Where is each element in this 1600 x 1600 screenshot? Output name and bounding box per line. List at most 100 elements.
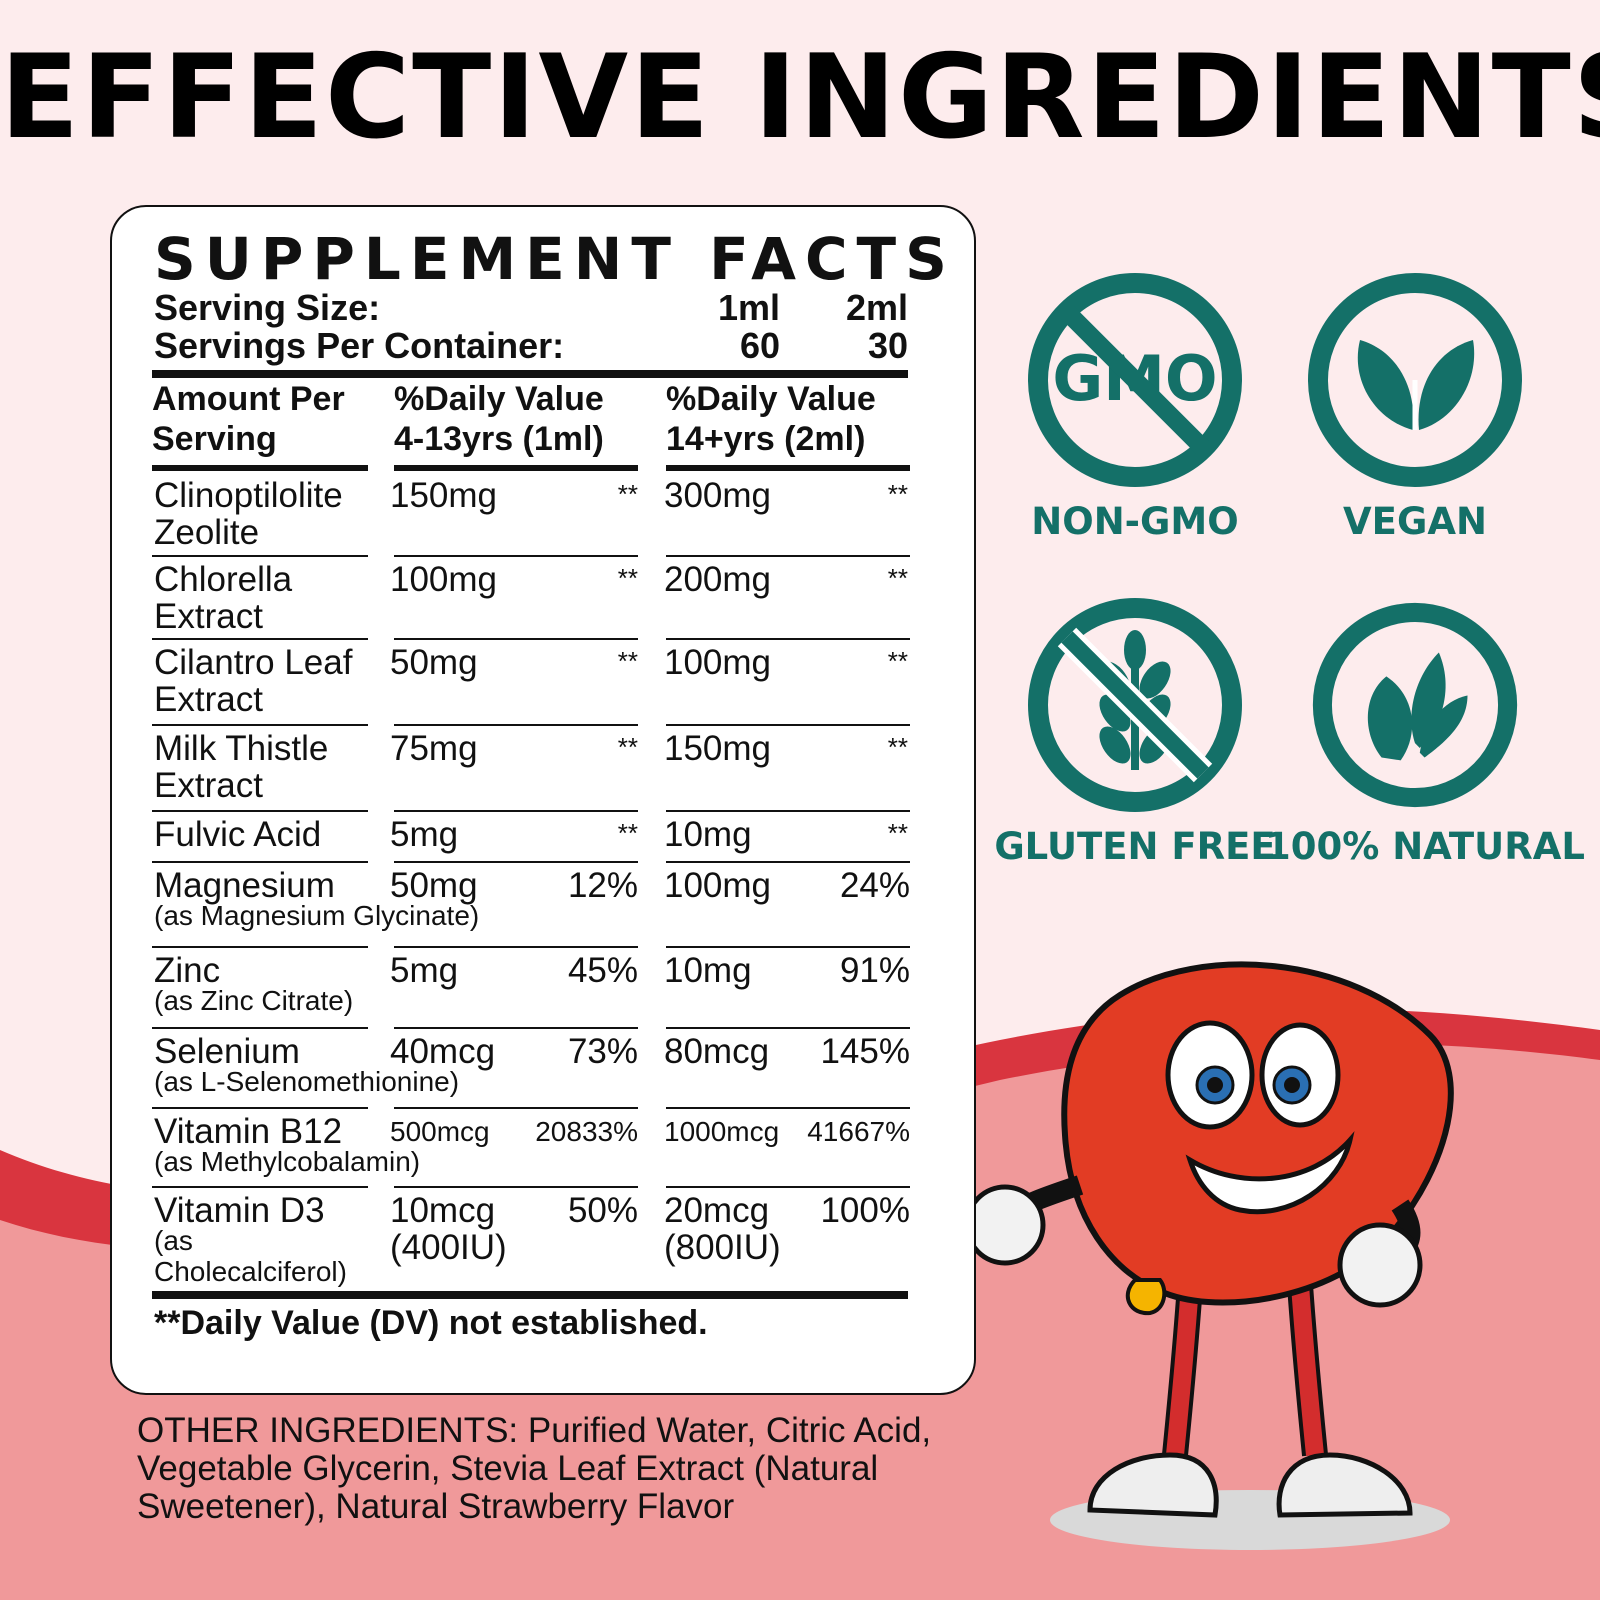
daily-value-adult: **	[887, 732, 908, 762]
row-divider	[666, 861, 910, 863]
serving-size-label: Serving Size:	[154, 287, 381, 328]
badge-label-vegan: VEGAN	[1343, 500, 1487, 543]
servings-child: 60	[739, 325, 780, 366]
daily-value-child: **	[617, 563, 638, 593]
row-divider	[666, 638, 910, 640]
ingredient-source: (as L-Selenomethionine)	[154, 1066, 460, 1097]
row-divider	[394, 555, 638, 557]
amount-adult: 150mg	[664, 729, 772, 768]
row-divider	[152, 724, 368, 726]
ingredient-name: Milk Thistle	[154, 729, 329, 768]
amount-child: 5mg	[390, 815, 459, 854]
daily-value-adult: **	[887, 646, 908, 676]
amount-child: 150mg	[390, 476, 498, 515]
header-dv-adult: %Daily Value 14+yrs (2ml)	[666, 380, 876, 458]
supplement-facts-panel: SUPPLEMENT FACTS Serving Size: 1ml 2ml S…	[110, 205, 976, 1395]
ingredient-source: (as	[154, 1225, 193, 1256]
badge-label-non-gmo: NON-GMO	[1031, 500, 1239, 543]
amount-child: 50mg	[390, 643, 478, 682]
daily-value-adult: 100%	[820, 1191, 910, 1230]
amount-adult: 10mg	[664, 951, 752, 990]
row-divider	[394, 724, 638, 726]
no-gmo-icon: GMO	[1028, 273, 1242, 487]
daily-value-child: 50%	[567, 1191, 638, 1230]
ingredient-name: Cilantro Leaf	[154, 643, 353, 682]
amount-adult: 80mcg	[664, 1032, 770, 1071]
ingredient-name: Extract	[154, 597, 263, 636]
liver-mascot-illustration	[970, 961, 1454, 1550]
amount-child: 5mg	[390, 951, 459, 990]
daily-value-adult: **	[887, 479, 908, 509]
other-ingredients-text: Purified Water, Citric Acid, Vegetable G…	[137, 1411, 932, 1526]
daily-value-child: 20833%	[535, 1116, 638, 1147]
no-wheat-icon	[1028, 598, 1242, 812]
footnote: **Daily Value (DV) not established.	[154, 1304, 708, 1342]
amount-adult: 300mg	[664, 476, 772, 515]
amount-adult-iu: (800IU)	[664, 1228, 781, 1267]
daily-value-child: **	[617, 732, 638, 762]
daily-value-child: **	[617, 479, 638, 509]
row-divider	[394, 946, 638, 948]
ingredient-source: (as Zinc Citrate)	[154, 985, 354, 1016]
badge-label-gluten-free: GLUTEN FREE	[994, 825, 1276, 868]
header-amount-per-serving: Amount Per Serving	[152, 380, 345, 458]
row-divider	[394, 1186, 638, 1188]
row-divider	[394, 861, 638, 863]
amount-child: 75mg	[390, 729, 478, 768]
row-divider	[152, 861, 368, 863]
amount-child: 500mcg	[390, 1116, 490, 1147]
row-divider	[666, 555, 910, 557]
ingredient-name: Zinc	[154, 951, 221, 990]
ingredient-name: Vitamin D3	[154, 1191, 325, 1230]
servings-adult: 30	[867, 325, 908, 366]
badge-label-natural: 100% NATURAL	[1265, 825, 1585, 868]
row-divider	[666, 810, 910, 812]
row-divider	[152, 1107, 368, 1109]
row-divider	[394, 810, 638, 812]
facts-title: SUPPLEMENT FACTS	[154, 225, 956, 293]
ingredient-name: Clinoptilolite	[154, 476, 343, 515]
natural-badge: 100% NATURAL	[1265, 600, 1585, 868]
daily-value-adult: 91%	[839, 951, 910, 990]
header-divider	[666, 465, 910, 471]
ingredient-name: Magnesium	[154, 866, 335, 905]
daily-value-adult: 24%	[839, 866, 910, 905]
row-divider	[394, 638, 638, 640]
ingredient-name: Extract	[154, 680, 263, 719]
amount-adult: 10mg	[664, 815, 752, 854]
daily-value-adult: **	[887, 563, 908, 593]
ingredient-name: Zeolite	[154, 513, 260, 552]
ingredient-name: Chlorella	[154, 560, 293, 599]
amount-adult: 100mg	[664, 643, 772, 682]
amount-adult: 20mcg	[664, 1191, 770, 1230]
bottom-divider	[152, 1291, 908, 1299]
daily-value-child: 12%	[567, 866, 638, 905]
amount-adult: 1000mcg	[664, 1116, 780, 1147]
daily-value-child: 73%	[567, 1032, 638, 1071]
vegan-badge: VEGAN	[1305, 270, 1525, 543]
amount-child: 40mcg	[390, 1032, 496, 1071]
ingredient-name: Fulvic Acid	[154, 815, 322, 854]
daily-value-adult: 41667%	[807, 1116, 910, 1147]
ingredient-name: Extract	[154, 766, 263, 805]
other-ingredients-label: OTHER INGREDIENTS:	[137, 1411, 519, 1450]
row-divider	[152, 555, 368, 557]
daily-value-child: 45%	[567, 951, 638, 990]
ingredient-source: (as Methylcobalamin)	[154, 1146, 421, 1177]
natural-leaves-icon	[1312, 602, 1518, 808]
header-divider	[394, 465, 638, 471]
row-divider	[152, 946, 368, 948]
header-dv-child: %Daily Value 4-13yrs (1ml)	[394, 380, 604, 458]
row-divider	[394, 1027, 638, 1029]
ingredient-name: Selenium	[154, 1032, 300, 1071]
row-divider	[152, 1027, 368, 1029]
row-divider	[666, 1027, 910, 1029]
ingredient-source: (as Magnesium Glycinate)	[154, 900, 480, 931]
gluten-free-badge: GLUTEN FREE	[994, 595, 1276, 868]
amount-child: 50mg	[390, 866, 478, 905]
row-divider	[666, 1107, 910, 1109]
row-divider	[152, 1186, 368, 1188]
serving-size-child: 1ml	[717, 287, 780, 328]
daily-value-child: **	[617, 646, 638, 676]
daily-value-child: **	[617, 818, 638, 848]
